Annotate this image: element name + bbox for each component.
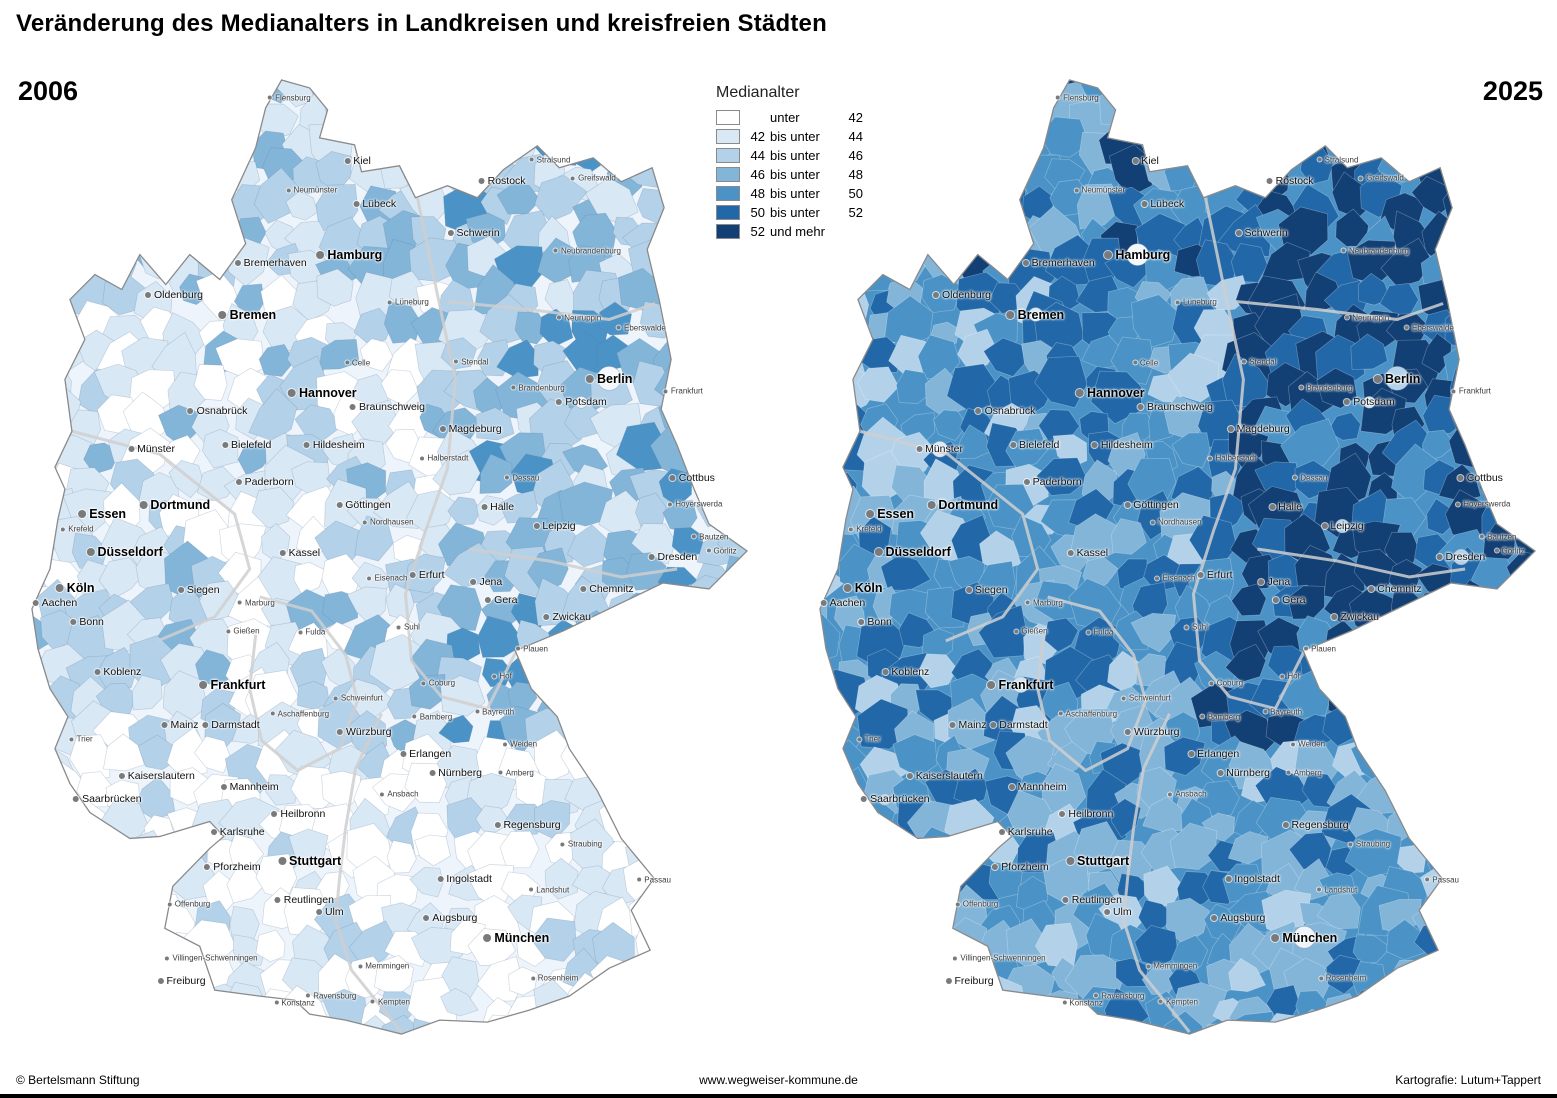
legend: Medianalter unter 42 42 bis unter 44 44 … <box>716 84 863 241</box>
legend-min: 46 <box>750 167 765 182</box>
legend-swatch <box>716 205 740 220</box>
legend-mid: bis unter <box>770 148 820 163</box>
map-panel-2025: 2025 Flensburg Kiel Neumünster Lübeck <box>795 50 1547 1068</box>
legend-swatch <box>716 148 740 163</box>
legend-row: 44 bis unter 46 <box>716 146 863 165</box>
germany-map-2025 <box>819 79 1537 1035</box>
legend-max: 42 <box>848 110 863 125</box>
legend-swatch <box>716 186 740 201</box>
germany-map-2006 <box>31 79 749 1035</box>
legend-max: 46 <box>848 148 863 163</box>
map-2025: Flensburg Kiel Neumünster Lübeck Rostock <box>798 50 1547 1068</box>
legend-row: unter 42 <box>716 108 863 127</box>
legend-row: 46 bis unter 48 <box>716 165 863 184</box>
legend-min: 42 <box>750 129 765 144</box>
page-title: Veränderung des Medianalters in Landkrei… <box>16 10 827 37</box>
legend-swatch <box>716 129 740 144</box>
legend-min: 44 <box>750 148 765 163</box>
legend-mid: bis unter <box>770 167 820 182</box>
map-2006: Flensburg Kiel Neumünster Lübeck Rostock <box>10 50 759 1068</box>
legend-items: unter 42 42 bis unter 44 44 bis unter 46… <box>716 108 863 241</box>
footer-credit: Kartografie: Lutum+Tappert <box>1395 1073 1541 1087</box>
bottom-bar <box>0 1094 1557 1098</box>
legend-min: 48 <box>750 186 765 201</box>
legend-swatch <box>716 224 740 239</box>
year-label-2006: 2006 <box>18 76 79 106</box>
legend-mid: bis unter <box>770 205 820 220</box>
legend-min: 52 <box>750 224 765 239</box>
districts-layer <box>819 79 1536 1035</box>
legend-row: 52 und mehr <box>716 222 863 241</box>
legend-swatch <box>716 110 740 125</box>
footer: © Bertelsmann Stiftung www.wegweiser-kom… <box>0 1073 1557 1089</box>
legend-mid: bis unter <box>770 186 820 201</box>
legend-mid: unter <box>770 110 800 125</box>
legend-min: 50 <box>750 205 765 220</box>
legend-mid: bis unter <box>770 129 820 144</box>
map-panel-2006: 2006 Flensburg Kiel Neumünster Lübeck <box>10 50 762 1068</box>
legend-row: 48 bis unter 50 <box>716 184 863 203</box>
legend-title: Medianalter <box>716 84 800 101</box>
legend-swatch <box>716 167 740 182</box>
legend-max: 48 <box>848 167 863 182</box>
legend-max: 52 <box>848 205 863 220</box>
legend-max: 44 <box>848 129 863 144</box>
year-label-2025: 2025 <box>1482 76 1543 106</box>
legend-row: 42 bis unter 44 <box>716 127 863 146</box>
legend-row: 50 bis unter 52 <box>716 203 863 222</box>
legend-max: 50 <box>848 186 863 201</box>
footer-url: www.wegweiser-kommune.de <box>699 1073 858 1087</box>
maps-container: 2006 Flensburg Kiel Neumünster Lübeck <box>0 50 1557 1068</box>
footer-copyright: © Bertelsmann Stiftung <box>16 1073 140 1087</box>
legend-mid: und mehr <box>770 224 825 239</box>
